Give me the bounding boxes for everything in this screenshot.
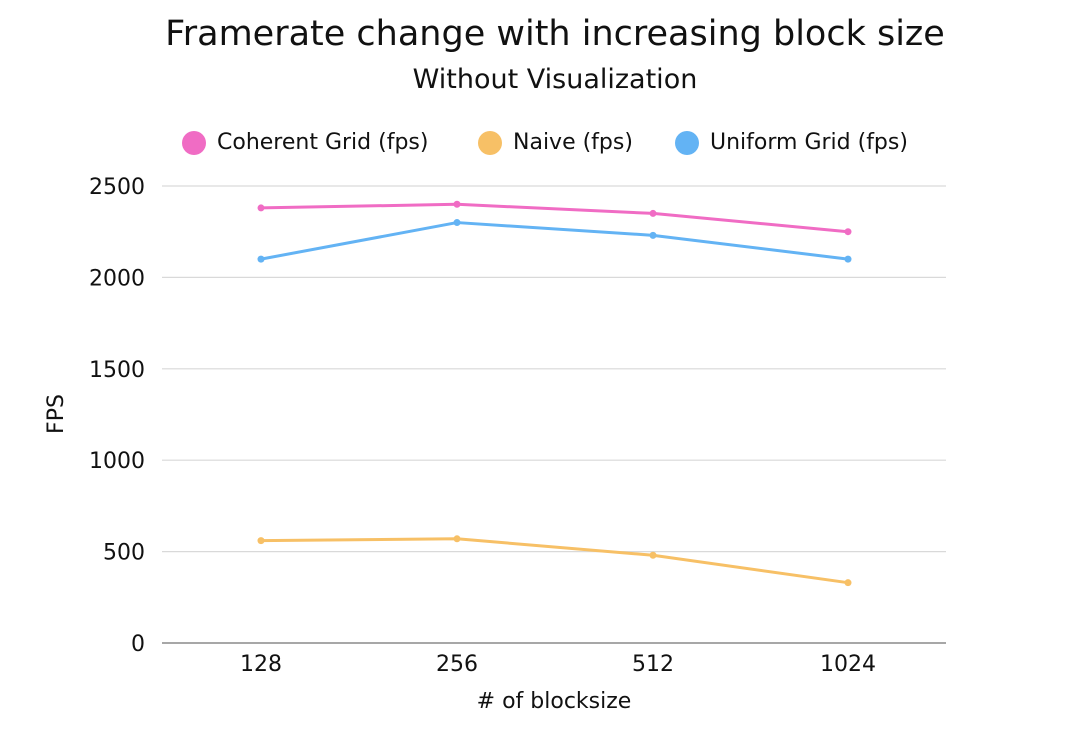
data-point [844, 228, 852, 236]
legend-label: Coherent Grid (fps) [217, 130, 428, 155]
x-axis-label: # of blocksize [477, 689, 632, 714]
data-point [844, 255, 852, 263]
data-point [649, 209, 657, 217]
x-tick-label: 128 [240, 652, 282, 677]
data-point [257, 255, 265, 263]
x-tick-label: 1024 [820, 652, 876, 677]
series-0 [257, 200, 852, 236]
x-axis-ticks: 128 256 512 1024 [240, 652, 876, 677]
chart-subtitle: Without Visualization [413, 64, 698, 95]
data-point [453, 219, 461, 227]
y-tick-label: 2500 [89, 175, 145, 200]
y-tick-label: 500 [103, 541, 145, 566]
x-tick-label: 256 [436, 652, 478, 677]
legend: Coherent Grid (fps) Naive (fps) Uniform Gr… [182, 130, 908, 155]
data-point [844, 579, 852, 587]
y-tick-label: 0 [131, 632, 145, 657]
legend-label: Uniform Grid (fps) [710, 130, 908, 155]
data-point [649, 551, 657, 559]
legend-label: Naive (fps) [513, 130, 633, 155]
legend-item: Naive (fps) [478, 130, 633, 155]
series-line [259, 221, 850, 261]
chart-title: Framerate change with increasing block s… [165, 14, 945, 54]
y-tick-label: 1000 [89, 449, 145, 474]
series-line [259, 202, 850, 234]
legend-item: Uniform Grid (fps) [675, 130, 908, 155]
series-2 [257, 219, 852, 263]
grid-lines [162, 185, 946, 553]
y-tick-label: 2000 [89, 266, 145, 291]
data-point [453, 535, 461, 543]
data-point [257, 204, 265, 212]
series-layer [257, 200, 852, 587]
legend-swatch [675, 131, 699, 155]
y-tick-label: 1500 [89, 358, 145, 383]
data-point [649, 231, 657, 239]
data-point [257, 537, 265, 545]
data-point [453, 200, 461, 208]
legend-item: Coherent Grid (fps) [182, 130, 428, 155]
series-1 [257, 535, 852, 587]
x-tick-label: 512 [632, 652, 674, 677]
legend-swatch [182, 131, 206, 155]
legend-swatch [478, 131, 502, 155]
y-axis-ticks: 0 500 1000 1500 2000 2500 [89, 175, 145, 657]
series-line [259, 537, 850, 585]
y-axis-label: FPS [44, 394, 69, 434]
